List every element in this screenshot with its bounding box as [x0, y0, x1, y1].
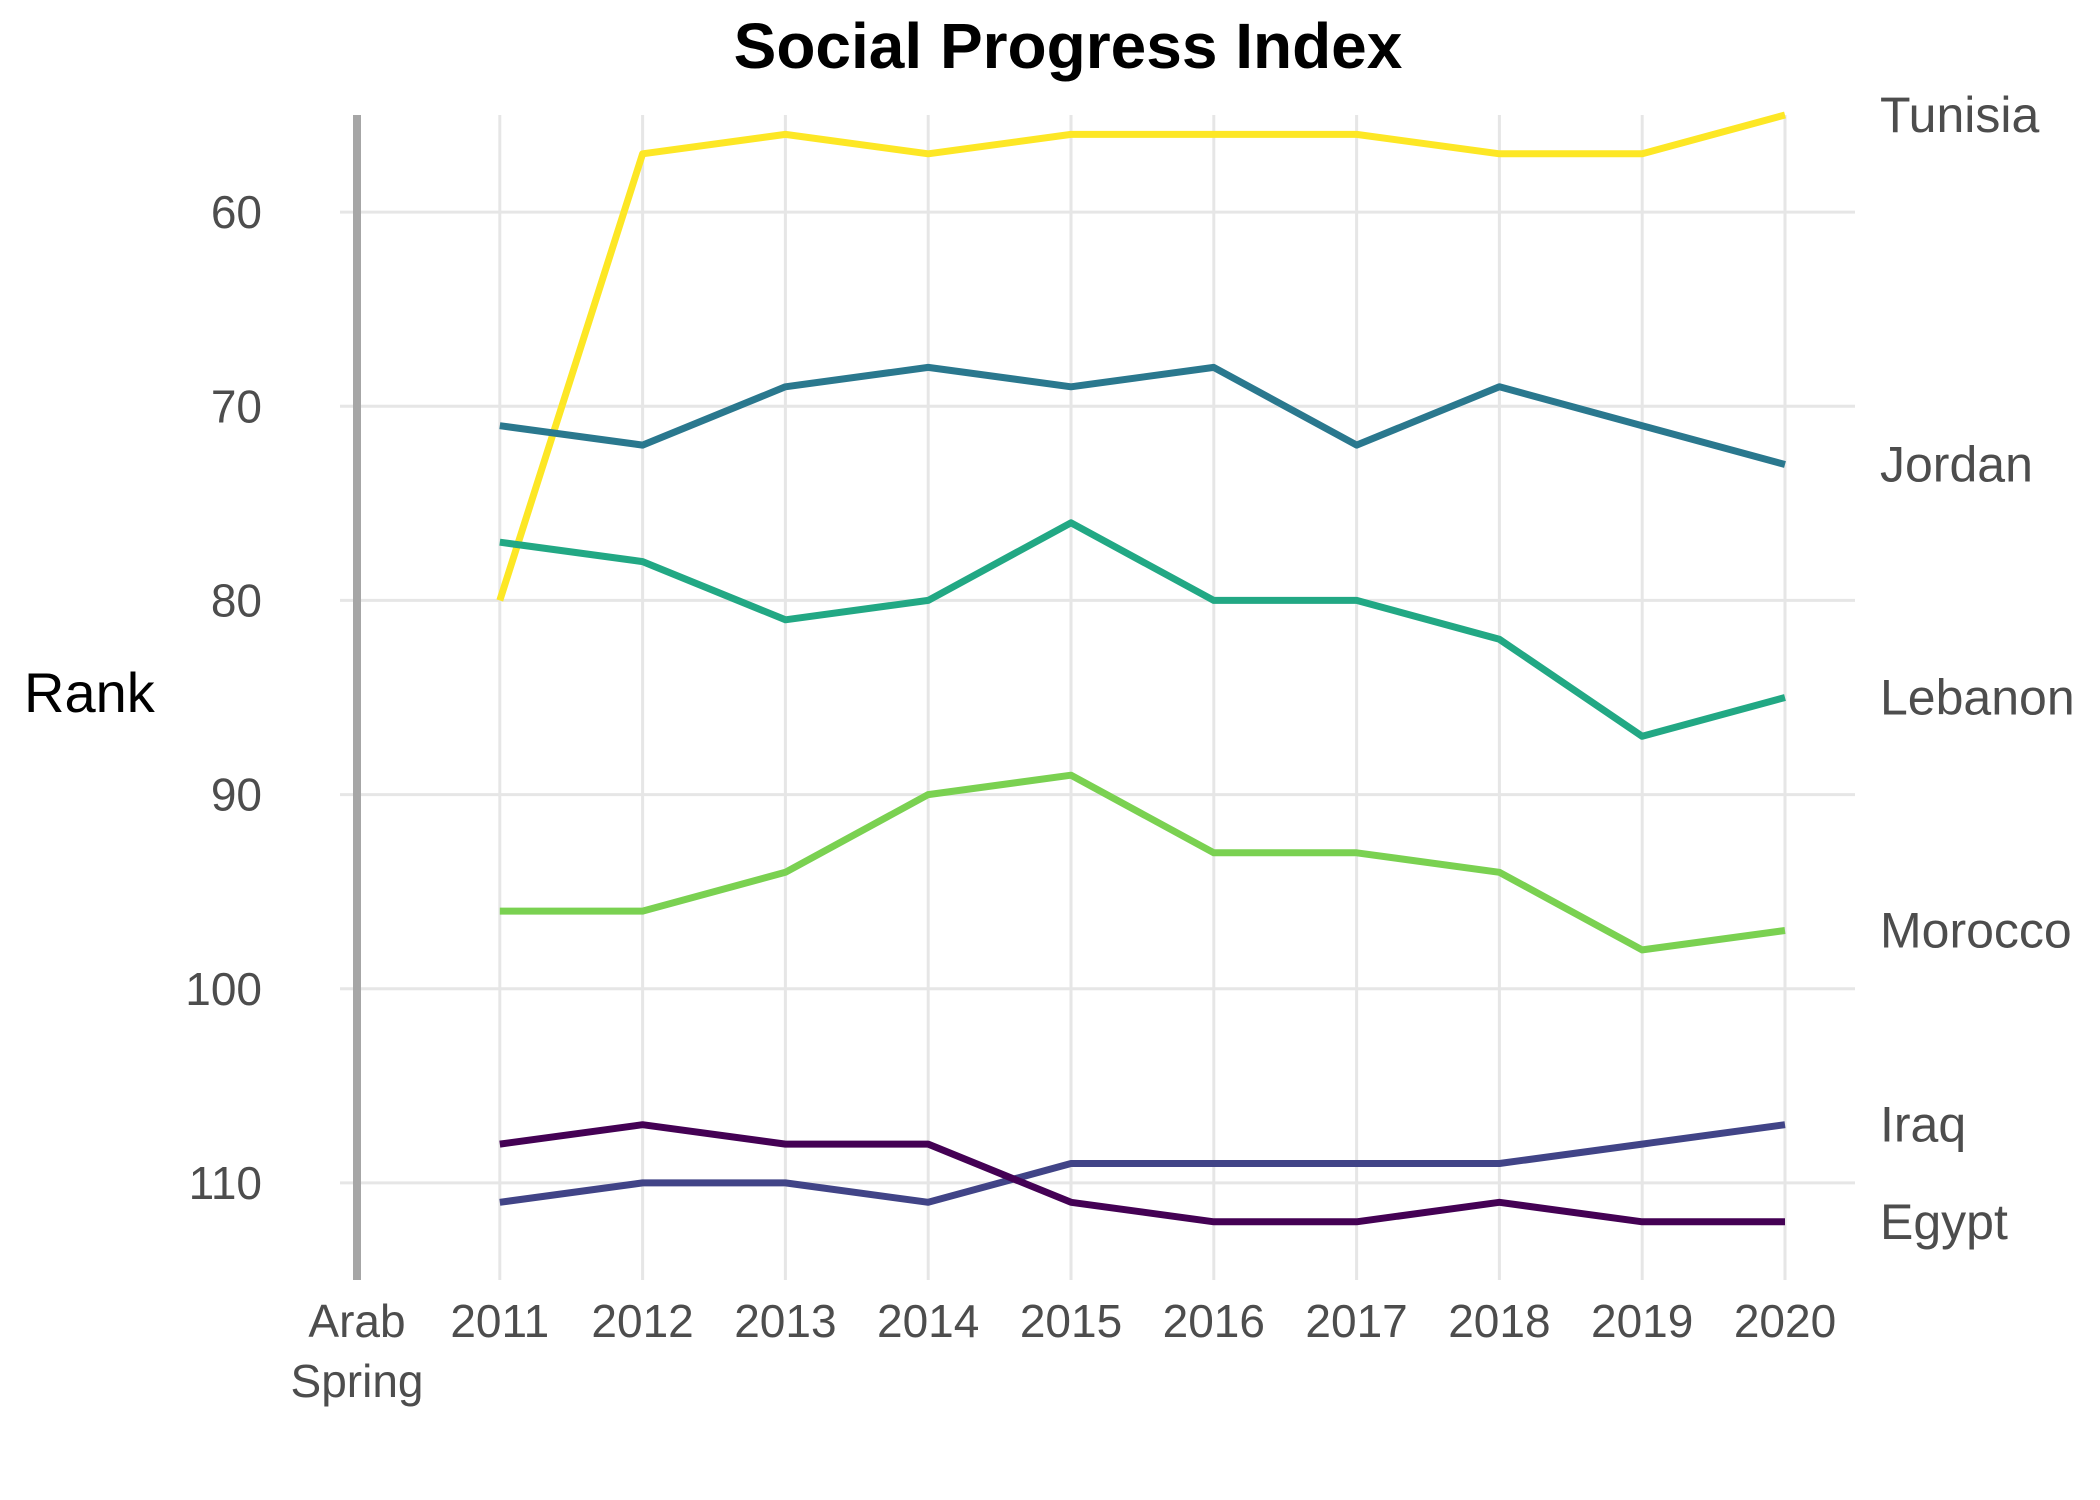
series-label-jordan: Jordan: [1880, 437, 2033, 493]
y-tick-label-100: 100: [185, 963, 262, 1015]
x-tick-label-2011: 2011: [450, 1295, 549, 1347]
x-tick-label-2014: 2014: [877, 1295, 979, 1347]
y-tick-label-90: 90: [211, 769, 262, 821]
y-tick-label-80: 80: [211, 574, 262, 626]
x-tick-label-2013: 2013: [734, 1295, 836, 1347]
series-line-lebanon: [499, 519, 1786, 740]
y-tick-label-60: 60: [211, 186, 262, 238]
x-tick-label-2012: 2012: [591, 1295, 693, 1347]
y-tick-label-110: 110: [189, 1157, 262, 1209]
chart-title: Social Progress Index: [734, 10, 1403, 82]
x-tick-label-2016: 2016: [1163, 1295, 1265, 1347]
plot-area: 60 70 80 90 100 110 Arab Spring 2011 2012 2013 2014…: [185, 87, 2074, 1407]
x-tick-label-arab-spring-line1: Arab: [308, 1295, 405, 1347]
series-label-morocco: Morocco: [1880, 903, 2072, 959]
x-tick-label-2018: 2018: [1448, 1295, 1550, 1347]
x-tick-label-arab-spring-line2: Spring: [291, 1355, 424, 1407]
x-tick-label-2019: 2019: [1591, 1295, 1693, 1347]
x-tick-label-2017: 2017: [1305, 1295, 1407, 1347]
x-tick-label-2015: 2015: [1020, 1295, 1122, 1347]
y-axis-label: Rank: [24, 661, 156, 724]
series-label-lebanon: Lebanon: [1880, 670, 2075, 726]
series-label-iraq: Iraq: [1880, 1097, 1966, 1153]
series-line-egypt: [499, 1121, 1785, 1226]
x-tick-label-2020: 2020: [1734, 1295, 1836, 1347]
series-line-jordan: [499, 363, 1786, 468]
series-line-morocco: [499, 771, 1786, 954]
series-label-tunisia: Tunisia: [1880, 87, 2040, 143]
y-tick-label-70: 70: [211, 380, 262, 432]
series-label-egypt: Egypt: [1880, 1194, 2008, 1250]
series-line-iraq: [499, 1121, 1786, 1206]
series-line-tunisia: [496, 111, 1786, 602]
